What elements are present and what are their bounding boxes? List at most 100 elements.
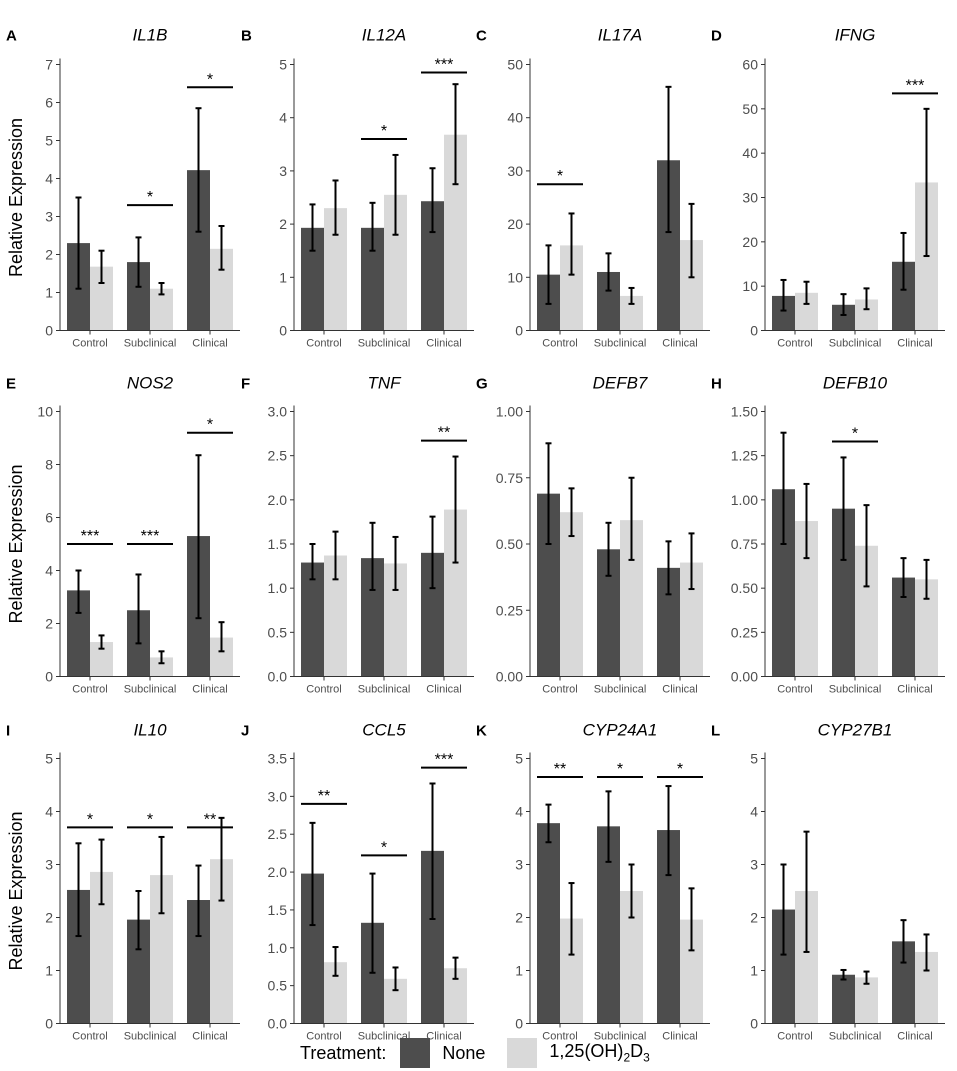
bar-none <box>892 941 915 1024</box>
bar-treated <box>560 245 583 331</box>
panel-title: CYP24A1 <box>583 721 658 740</box>
y-tick-label: 0.00 <box>496 669 523 685</box>
x-tick-label: Subclinical <box>594 1031 647 1043</box>
bar-none <box>301 873 324 1024</box>
panel-letter: G <box>476 376 488 393</box>
bar-treated <box>680 919 703 1024</box>
x-tick-label: Control <box>542 338 577 350</box>
significance-label: * <box>617 761 623 778</box>
y-tick-label: 0.25 <box>731 624 758 640</box>
panel-letter: K <box>476 723 487 740</box>
y-tick-label: 2.5 <box>268 826 288 842</box>
x-tick-label: Clinical <box>426 338 461 350</box>
y-tick-label: 2 <box>45 910 53 926</box>
legend-swatch-treated <box>507 1038 538 1068</box>
y-tick-label: 1 <box>45 285 53 301</box>
y-tick-label: 2 <box>45 247 53 263</box>
y-axis-label: Relative Expression <box>6 118 26 277</box>
x-tick-label: Subclinical <box>829 684 882 696</box>
bar-none <box>301 227 324 331</box>
significance-label: * <box>852 426 858 443</box>
panel-letter: F <box>241 376 250 393</box>
significance-label: * <box>207 417 213 434</box>
y-tick-label: 1.0 <box>268 580 288 596</box>
y-tick-label: 1 <box>279 269 287 285</box>
y-axis-label: Relative Expression <box>6 464 26 623</box>
y-tick-label: 2 <box>750 910 758 926</box>
y-tick-label: 20 <box>507 216 523 232</box>
panel-c: C IL17A 0 10 20 30 40 50 Control Subclinical Clini… <box>476 26 710 350</box>
y-tick-label: 50 <box>507 57 523 73</box>
bar-treated <box>150 288 173 331</box>
x-tick-label: Clinical <box>426 684 461 696</box>
panel-letter: H <box>711 376 722 393</box>
bar-none <box>361 227 384 331</box>
bar-treated <box>444 134 467 331</box>
bar-none <box>832 508 855 677</box>
bar-treated <box>384 194 407 331</box>
y-tick-label: 10 <box>742 278 758 294</box>
bar-treated <box>620 295 643 331</box>
y-tick-label: 0 <box>750 323 758 339</box>
bar-treated <box>384 563 407 677</box>
panel-title: IFNG <box>835 26 876 45</box>
panel-title: CYP27B1 <box>818 721 893 740</box>
bar-none <box>421 552 444 677</box>
bar-treated <box>560 918 583 1024</box>
panel-d: D IFNG 0 10 20 30 40 50 60 Control Subclinical Clin… <box>711 26 945 350</box>
bar-treated <box>855 299 878 331</box>
y-tick-label: 0 <box>750 1016 758 1032</box>
y-tick-label: 2 <box>279 216 287 232</box>
x-tick-label: Clinical <box>662 1031 697 1043</box>
x-tick-label: Control <box>777 1031 812 1043</box>
x-tick-label: Control <box>72 1031 107 1043</box>
significance-label: *** <box>141 528 160 545</box>
legend-title: Treatment: <box>300 1042 387 1063</box>
y-tick-label: 40 <box>742 145 758 161</box>
x-tick-label: Control <box>306 684 341 696</box>
y-tick-label: 0.0 <box>268 1016 288 1032</box>
y-tick-label: 1.00 <box>731 492 758 508</box>
y-tick-label: 4 <box>45 171 53 187</box>
y-tick-label: 5 <box>750 751 758 767</box>
bar-none <box>301 562 324 677</box>
bar-treated <box>210 637 233 677</box>
significance-label: ** <box>318 788 330 805</box>
legend-row: Treatment: None 1,25(OH)2D3 <box>300 1038 672 1068</box>
x-tick-label: Subclinical <box>829 338 882 350</box>
bar-none <box>772 909 795 1024</box>
significance-label: * <box>207 71 213 88</box>
significance-label: * <box>147 811 153 828</box>
y-tick-label: 3.0 <box>268 404 288 420</box>
x-tick-label: Subclinical <box>124 684 177 696</box>
panel-title: DEFB7 <box>593 374 648 393</box>
bar-none <box>537 493 560 677</box>
x-tick-label: Clinical <box>426 1031 461 1043</box>
x-tick-label: Subclinical <box>124 338 177 350</box>
bar-treated <box>210 248 233 331</box>
y-tick-label: 1 <box>45 963 53 979</box>
bar-treated <box>915 579 938 677</box>
y-axis-label: Relative Expression <box>6 811 26 970</box>
bar-treated <box>680 562 703 677</box>
bar-treated <box>150 875 173 1024</box>
y-tick-label: 5 <box>45 751 53 767</box>
y-tick-label: 2 <box>515 910 523 926</box>
y-tick-label: 0 <box>45 323 53 339</box>
significance-label: *** <box>81 528 100 545</box>
bar-none <box>597 271 620 331</box>
bar-treated <box>90 871 113 1024</box>
y-tick-label: 3.0 <box>268 788 288 804</box>
bar-treated <box>384 978 407 1024</box>
bar-treated <box>795 521 818 677</box>
x-tick-label: Control <box>542 1031 577 1043</box>
bar-treated <box>795 891 818 1024</box>
significance-label: *** <box>906 77 925 94</box>
y-tick-label: 0.75 <box>496 470 523 486</box>
bar-none <box>597 549 620 677</box>
bar-none <box>67 590 90 677</box>
panel-title: NOS2 <box>127 374 174 393</box>
panel-title: IL12A <box>362 26 406 45</box>
x-tick-label: Clinical <box>897 684 932 696</box>
legend-item-none: None <box>400 1038 485 1068</box>
